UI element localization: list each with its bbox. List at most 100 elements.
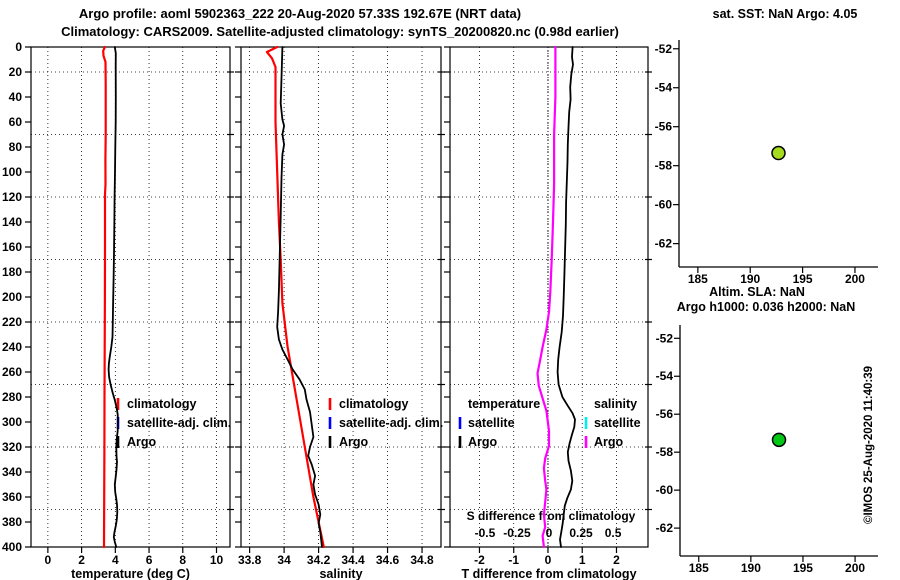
longitude-tick-label: 185 xyxy=(689,561,709,575)
secondary-tick-label: -0.5 xyxy=(475,526,496,540)
sst-position-map: -52 -54 -56 -58 -60 -62 185 190 195 200 xyxy=(655,40,878,286)
depth-tick-label: 80 xyxy=(9,140,23,154)
legend-left-argo-label: Argo xyxy=(468,435,498,449)
longitude-tick-label: 195 xyxy=(793,272,813,286)
depth-tick-label: 380 xyxy=(2,515,22,529)
longitude-tick-label: 185 xyxy=(688,272,708,286)
legend-satellite-adj-clim--label: satellite-adj. clim. xyxy=(339,416,443,430)
legend-right-satellite-label: satellite xyxy=(594,416,641,430)
x-tick-label: 6 xyxy=(146,553,153,567)
depth-tick-label: 320 xyxy=(2,440,22,454)
depth-tick-label: 60 xyxy=(9,115,23,129)
x-tick-label: -1 xyxy=(508,553,519,567)
latitude-tick-label: -54 xyxy=(656,369,674,383)
legend-argo-label: Argo xyxy=(339,435,369,449)
latitude-tick-label: -58 xyxy=(655,159,673,173)
depth-tick-label: 0 xyxy=(15,40,22,54)
depth-tick-label: 100 xyxy=(2,165,22,179)
x-axis-label: salinity xyxy=(319,567,362,580)
secondary-tick-label: 0.5 xyxy=(605,526,622,540)
latitude-tick-label: -52 xyxy=(656,331,674,345)
longitude-tick-label: 190 xyxy=(740,272,760,286)
depth-tick-label: 400 xyxy=(2,540,22,554)
depth-tick-label: 220 xyxy=(2,315,22,329)
legend-climatology-label: climatology xyxy=(127,397,197,411)
sst-map-title: sat. SST: NaN Argo: 4.05 xyxy=(712,7,858,21)
legend-left-satellite-label: satellite xyxy=(468,416,515,430)
depth-tick-label: 160 xyxy=(2,240,22,254)
depth-tick-label: 340 xyxy=(2,465,22,479)
legend-satellite-adj-clim--label: satellite-adj. clim. xyxy=(127,416,231,430)
latitude-tick-label: -52 xyxy=(655,42,673,56)
salinity-profile-plot: 33.8 34 34.2 34.4 34.6 34.8 salinity climatolog… xyxy=(235,45,445,580)
secondary-tick-label: 0 xyxy=(546,526,553,540)
legend-left-title: temperature xyxy=(468,397,540,411)
difference-profile-plot: -2 -1 0 1 2T difference from climatology S di… xyxy=(444,45,652,580)
latitude-tick-label: -60 xyxy=(655,198,673,212)
x-tick-label: 0 xyxy=(545,553,552,567)
legend-argo-label: Argo xyxy=(127,435,157,449)
curve-argo xyxy=(276,46,323,548)
depth-tick-label: 260 xyxy=(2,365,22,379)
x-tick-label: 34.4 xyxy=(341,553,365,567)
x-tick-label: 34.2 xyxy=(307,553,331,567)
depth-tick-label: 300 xyxy=(2,415,22,429)
x-tick-label: 2 xyxy=(613,553,620,567)
depth-tick-label: 200 xyxy=(2,290,22,304)
legend-right-title: salinity xyxy=(594,397,637,411)
latitude-tick-label: -62 xyxy=(656,521,674,535)
x-tick-label: 1 xyxy=(579,553,586,567)
curve-argo xyxy=(107,46,119,548)
longitude-tick-label: 190 xyxy=(741,561,761,575)
depth-tick-label: 240 xyxy=(2,340,22,354)
x-tick-label: 34 xyxy=(277,553,291,567)
float-position-dot xyxy=(771,432,787,448)
legend-right-argo-label: Argo xyxy=(594,435,624,449)
longitude-tick-label: 200 xyxy=(845,272,865,286)
latitude-tick-label: -62 xyxy=(655,237,673,251)
secondary-tick-label: 0.25 xyxy=(569,526,593,540)
figure-title-line1: Argo profile: aoml 5902363_222 20-Aug-20… xyxy=(78,6,522,21)
sst-map-xlabel: Altim. SLA: NaN xyxy=(709,285,805,299)
depth-tick-label: 120 xyxy=(2,190,22,204)
latitude-tick-label: -58 xyxy=(656,445,674,459)
latitude-tick-label: -56 xyxy=(655,120,673,134)
legend-climatology-label: climatology xyxy=(339,397,409,411)
x-tick-label: 34.8 xyxy=(410,553,434,567)
x-tick-label: -2 xyxy=(474,553,485,567)
figure-title-line2: Climatology: CARS2009. Satellite-adjuste… xyxy=(61,24,619,39)
secondary-axis-label: S difference from climatology xyxy=(467,509,636,523)
x-tick-label: 10 xyxy=(210,553,224,567)
x-axis-label: temperature (deg C) xyxy=(71,567,190,580)
temperature-profile-plot: 0204060801001201401601802002202402602803… xyxy=(2,40,234,580)
depth-tick-label: 140 xyxy=(2,215,22,229)
x-axis-label: T difference from climatology xyxy=(461,567,636,580)
latitude-tick-label: -56 xyxy=(656,407,674,421)
depth-tick-label: 180 xyxy=(2,265,22,279)
x-tick-label: 4 xyxy=(112,553,119,567)
x-tick-label: 2 xyxy=(78,553,85,567)
x-tick-label: 8 xyxy=(179,553,186,567)
plot-box xyxy=(30,46,231,548)
curve-climatology xyxy=(265,45,325,549)
longitude-tick-label: 195 xyxy=(793,561,813,575)
latitude-tick-label: -60 xyxy=(656,483,674,497)
imos-watermark: ©IMOS 25-Aug-2020 11:40:39 xyxy=(863,365,875,525)
longitude-tick-label: 200 xyxy=(845,561,865,575)
x-tick-label: 0 xyxy=(45,553,52,567)
sla-position-map: -52 -54 -56 -58 -60 -62 185 190 195 200 xyxy=(656,325,878,575)
plot-box xyxy=(240,46,442,548)
x-tick-label: 33.8 xyxy=(238,553,262,567)
curve-climatology xyxy=(102,45,107,549)
depth-tick-label: 360 xyxy=(2,490,22,504)
depth-tick-label: 280 xyxy=(2,390,22,404)
depth-tick-label: 20 xyxy=(9,65,23,79)
curve-s-difference xyxy=(536,45,557,549)
secondary-tick-label: -0.25 xyxy=(503,526,531,540)
sla-map-title: Argo h1000: 0.036 h2000: NaN xyxy=(676,300,856,314)
depth-tick-label: 40 xyxy=(9,90,23,104)
curve-t-difference xyxy=(556,46,576,548)
x-tick-label: 34.6 xyxy=(376,553,400,567)
